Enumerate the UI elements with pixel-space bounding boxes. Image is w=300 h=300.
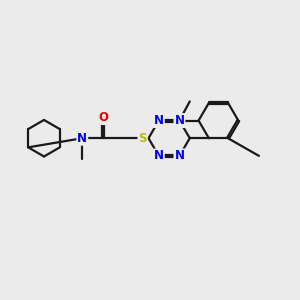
Text: N: N	[154, 149, 164, 162]
Text: N: N	[77, 132, 87, 145]
Text: N: N	[174, 114, 184, 127]
Text: N: N	[174, 149, 184, 162]
Text: O: O	[98, 111, 108, 124]
Text: N: N	[154, 114, 164, 127]
Text: S: S	[138, 132, 147, 145]
